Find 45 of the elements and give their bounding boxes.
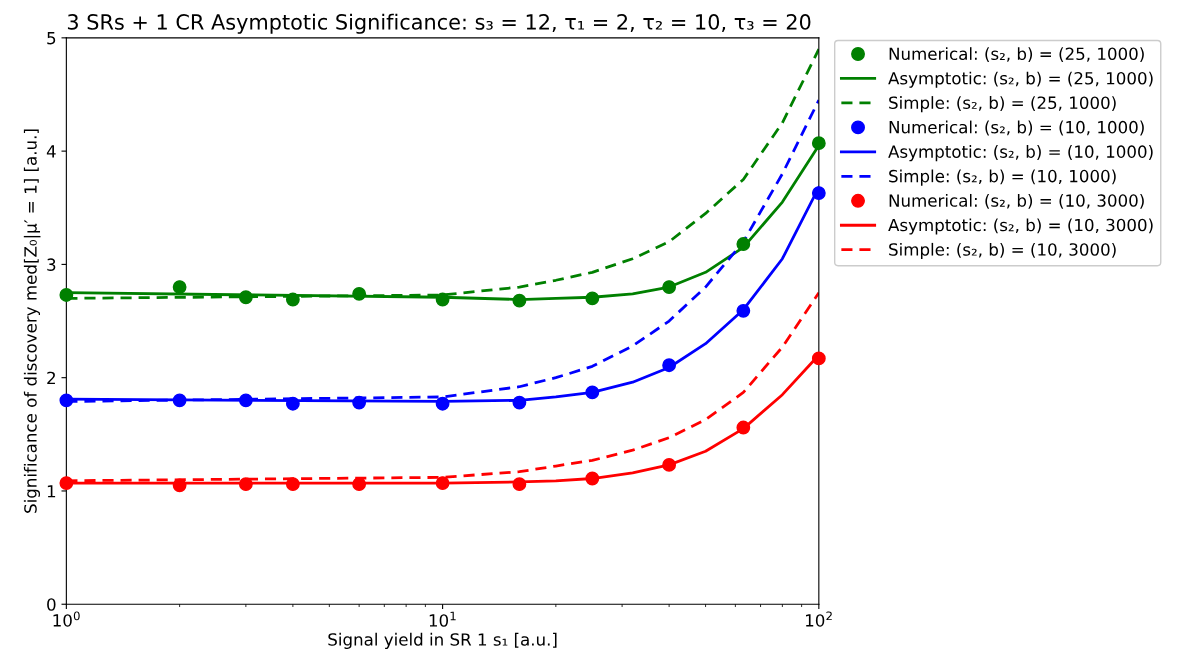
legend-label: Simple: (s₂, b) = (25, 1000) — [889, 96, 1116, 113]
x-tick-label: 10$^{0}$ — [53, 611, 80, 627]
point — [811, 186, 826, 200]
point — [585, 291, 600, 306]
point — [512, 293, 527, 308]
point — [585, 385, 600, 400]
legend-label: Asymptotic: (s₂, b) = (25, 1000) — [888, 71, 1153, 88]
legend-label: Simple: (s₂, b) = (10, 3000) — [889, 242, 1116, 260]
point — [285, 292, 300, 307]
y-tick-label: 1 — [47, 485, 56, 498]
point — [512, 477, 527, 492]
point — [662, 458, 677, 472]
point — [285, 396, 300, 411]
legend-label: Numerical: (s₂, b) = (25, 1000) — [889, 47, 1144, 63]
x-tick-label: 10$^{1}$ — [429, 611, 456, 627]
legend-label: Numerical: (s₂, b) = (10, 1000) — [889, 120, 1144, 136]
x-tick-label: 10$^{2}$ — [806, 611, 832, 627]
chart-title: 3 SRs + 1 CR Asymptotic Significance: s₃ = 12, τ₁ = 2, τ₂ = 10, τ₃ = 20 — [67, 13, 811, 34]
point — [662, 358, 677, 373]
y-tick-label: 3 — [47, 258, 56, 271]
point — [435, 292, 450, 307]
point — [59, 288, 74, 302]
legend-label: Asymptotic: (s₂, b) = (10, 3000) — [888, 218, 1153, 235]
point — [736, 420, 751, 435]
point — [736, 237, 751, 251]
point — [512, 395, 527, 410]
legend-label: Numerical: (s₂, b) = (10, 3000) — [889, 193, 1144, 209]
point — [585, 471, 600, 486]
y-tick-label: 4 — [46, 145, 56, 158]
point — [435, 476, 450, 490]
point — [285, 477, 300, 492]
point — [811, 136, 826, 151]
legend-label: Simple: (s₂, b) = (10, 1000) — [889, 169, 1116, 186]
point — [662, 280, 677, 294]
y-axis-title: Significance of discovery med[Z₀|μ′ = 1] [a.u.] — [23, 129, 41, 513]
point — [736, 303, 751, 318]
point — [435, 396, 450, 411]
legend-label: Asymptotic: (s₂, b) = (10, 1000) — [888, 145, 1153, 162]
y-tick-label: 5 — [47, 32, 56, 45]
point — [59, 393, 74, 408]
y-tick-label: 0 — [47, 598, 56, 611]
point — [59, 476, 74, 490]
x-axis-title: Signal yield in SR 1 s₁ [a.u.] — [328, 632, 557, 649]
point — [811, 351, 826, 366]
y-tick-label: 2 — [47, 371, 55, 385]
